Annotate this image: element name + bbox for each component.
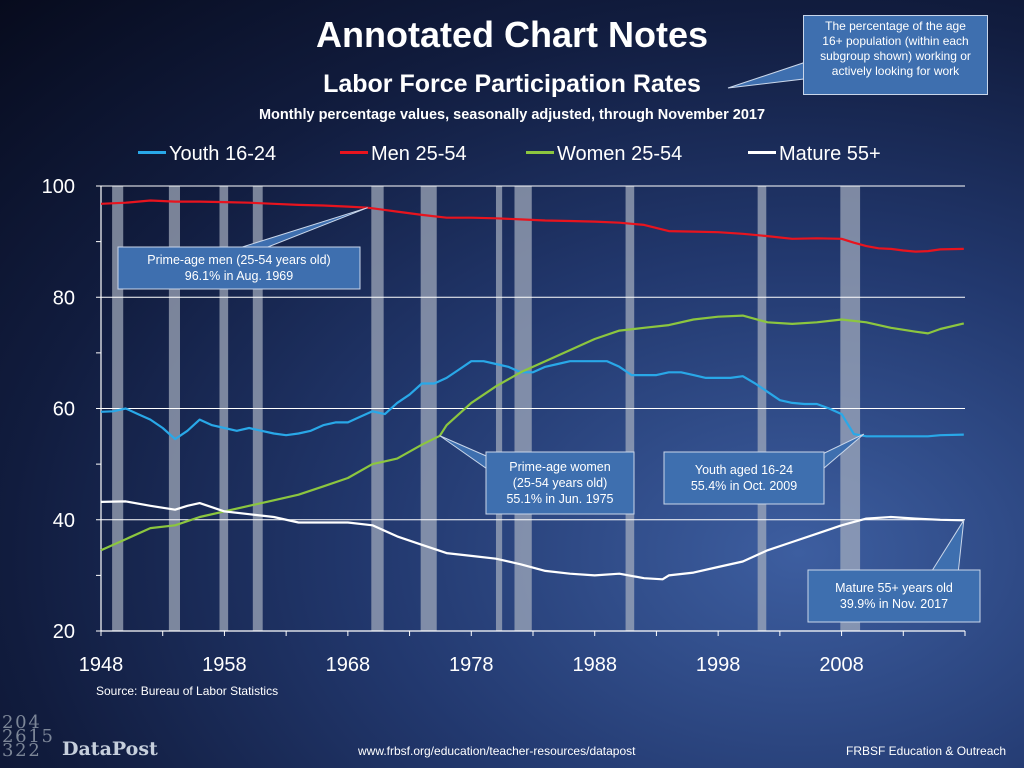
legend-swatch-mature bbox=[748, 151, 776, 155]
annotation-box-men bbox=[117, 246, 361, 290]
footer-url: www.frbsf.org/education/teacher-resource… bbox=[358, 744, 636, 758]
legend-item-mature: Mature 55+ bbox=[748, 143, 881, 166]
legend-item-men: Men 25-54 bbox=[340, 143, 467, 166]
annotation-pointer bbox=[929, 520, 965, 575]
definition-callout: The percentage of the age 16+ population… bbox=[803, 15, 988, 95]
footer-org: FRBSF Education & Outreach bbox=[846, 744, 1007, 758]
series-line-mature-55- bbox=[100, 500, 964, 581]
annotation-text-mature: Mature 55+ years old bbox=[835, 581, 953, 595]
annotation-text-men: Prime-age men (25-54 years old) bbox=[147, 253, 330, 267]
x-tick-label: 1968 bbox=[326, 654, 371, 676]
legend-swatch-men bbox=[340, 151, 368, 155]
callout-line: actively looking for work bbox=[831, 64, 960, 78]
series-line-youth-16-24 bbox=[100, 360, 964, 441]
annotation-text-women: (25-54 years old) bbox=[513, 476, 608, 490]
callout-line: subgroup shown) working or bbox=[820, 49, 971, 63]
annotation-text-men: 96.1% in Aug. 1969 bbox=[185, 269, 293, 283]
page-title: Annotated Chart Notes bbox=[315, 14, 708, 55]
x-tick-label: 1998 bbox=[696, 654, 741, 676]
annotation-text-youth: 55.4% in Oct. 2009 bbox=[691, 479, 797, 493]
annotation-text-women: Prime-age women bbox=[509, 460, 610, 474]
annotation-box-mature bbox=[807, 569, 981, 623]
y-tick-label: 20 bbox=[53, 621, 75, 643]
chart-legend: Youth 16-24 Men 25-54 Women 25-54 Mature… bbox=[0, 143, 1024, 169]
series-line-women-25-54 bbox=[100, 314, 965, 552]
y-tick-label: 100 bbox=[42, 176, 75, 198]
x-tick-label: 1978 bbox=[449, 654, 494, 676]
legend-label-men: Men 25-54 bbox=[371, 143, 467, 165]
x-tick-label: 1948 bbox=[79, 654, 124, 676]
chart-subtitle: Monthly percentage values, seasonally ad… bbox=[258, 107, 766, 123]
annotation-text-mature: 39.9% in Nov. 2017 bbox=[840, 597, 948, 611]
y-tick-label: 80 bbox=[53, 287, 75, 309]
annotation-text-youth: Youth aged 16-24 bbox=[695, 463, 793, 477]
legend-swatch-women bbox=[526, 151, 554, 155]
annotation-text-women: 55.1% in Jun. 1975 bbox=[506, 492, 613, 506]
annotation-box-youth bbox=[663, 451, 825, 505]
x-tick-label: 2008 bbox=[819, 654, 864, 676]
logo-text: DataPost bbox=[62, 738, 158, 760]
legend-label-youth: Youth 16-24 bbox=[169, 143, 277, 165]
source-note: Source: Bureau of Labor Statistics bbox=[96, 684, 279, 698]
legend-label-mature: Mature 55+ bbox=[779, 143, 881, 165]
y-tick-label: 60 bbox=[53, 399, 75, 421]
y-tick-label: 40 bbox=[53, 510, 75, 532]
x-tick-label: 1988 bbox=[572, 654, 617, 676]
legend-swatch-youth bbox=[138, 151, 166, 155]
callout-line: The percentage of the age bbox=[825, 19, 966, 33]
x-tick-label: 1958 bbox=[202, 654, 247, 676]
annotation-box-women bbox=[485, 451, 635, 515]
legend-item-women: Women 25-54 bbox=[526, 143, 682, 166]
series-line-men-25-54 bbox=[100, 199, 964, 253]
legend-label-women: Women 25-54 bbox=[557, 143, 683, 165]
chart-title: Labor Force Participation Rates bbox=[323, 70, 701, 98]
callout-line: 16+ population (within each bbox=[822, 34, 969, 48]
legend-item-youth: Youth 16-24 bbox=[138, 143, 276, 166]
